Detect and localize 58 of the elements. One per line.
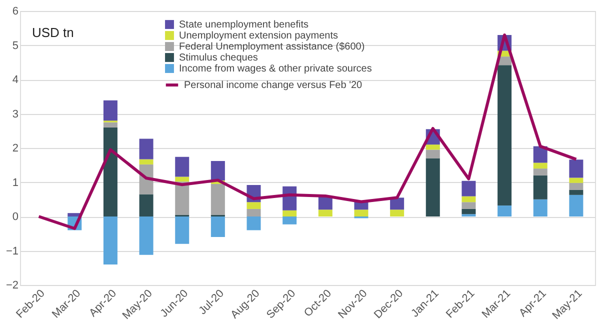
bar [103, 100, 118, 121]
annotation: USD tn [32, 25, 74, 40]
legend-label: Stimulus cheques [179, 52, 258, 64]
bar [498, 206, 512, 216]
bar [498, 65, 512, 206]
bar [210, 216, 225, 238]
bar [569, 182, 584, 190]
bar [103, 216, 118, 264]
bar [569, 178, 584, 183]
bar [246, 208, 261, 216]
bar [210, 161, 225, 181]
bar [354, 210, 368, 216]
bar [282, 210, 297, 216]
y-tick-label: −2 [6, 280, 18, 292]
bar [175, 156, 190, 177]
bar [533, 175, 548, 200]
bar [533, 162, 548, 169]
bar [139, 159, 154, 164]
y-tick-label: 2 [12, 142, 18, 154]
legend-label: State unemployment benefits [179, 20, 309, 30]
legend-label: Federal Unemployment assistance ($600) [179, 42, 365, 52]
bar [318, 210, 332, 216]
bar [569, 194, 584, 216]
bar [282, 216, 297, 224]
bar [103, 127, 118, 216]
bar [462, 180, 476, 196]
bar [246, 202, 261, 209]
bar [175, 182, 190, 215]
bar [426, 144, 440, 150]
bar [533, 199, 548, 216]
bar [103, 122, 118, 128]
y-tick-label: 3 [12, 108, 18, 120]
bar [462, 196, 476, 202]
bar [426, 150, 440, 158]
bar [569, 160, 584, 178]
bar [390, 210, 404, 216]
bar [139, 216, 154, 255]
bar [569, 190, 584, 195]
bar [390, 198, 404, 210]
bar [246, 216, 261, 230]
y-tick-label: 5 [12, 40, 18, 52]
y-tick-label: 6 [12, 6, 18, 18]
y-tick-label: 0 [12, 211, 18, 223]
bar [462, 208, 476, 214]
bar [462, 202, 476, 209]
y-tick-label: −1 [6, 245, 18, 258]
legend-label: Income from wages & other private sources [179, 64, 372, 74]
bar [175, 216, 190, 244]
legend-label: Unemployment extension payments [179, 30, 338, 42]
bar [175, 176, 190, 182]
y-tick-label: 1 [12, 176, 18, 189]
bar [426, 158, 440, 216]
bar [210, 184, 225, 215]
legend-label: Personal income change versus Feb '20 [184, 80, 363, 91]
bar [139, 138, 154, 160]
bar [533, 168, 548, 176]
y-tick-label: 4 [12, 74, 18, 86]
bar [139, 194, 154, 216]
